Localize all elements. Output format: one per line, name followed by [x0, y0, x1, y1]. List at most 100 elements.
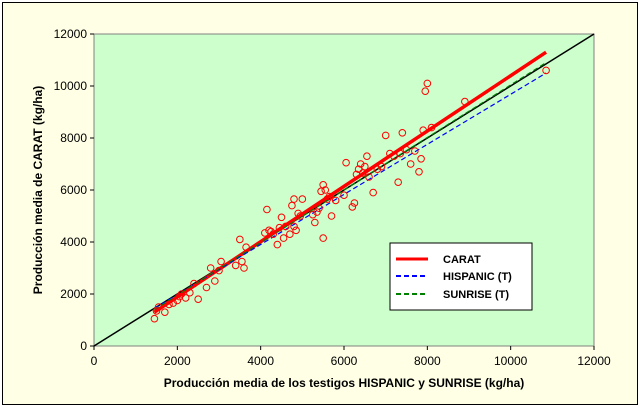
data-point [402, 145, 411, 154]
y-axis-title: Producción media de CARAT (kg/ha) [31, 86, 45, 294]
data-point [286, 230, 294, 238]
data-point [186, 288, 194, 297]
data-point [294, 209, 302, 218]
data-point [365, 173, 373, 181]
data-point [173, 296, 182, 305]
data-point [417, 155, 425, 163]
data-point [363, 152, 371, 160]
data-point [165, 300, 173, 309]
data-point [194, 295, 202, 304]
data-point [308, 210, 317, 219]
y-tick-label: 4000 [60, 235, 87, 249]
data-point [236, 235, 244, 244]
data-point [269, 230, 277, 238]
legend: CARAT HISPANIC (T) SUNRISE (T) [389, 242, 533, 311]
data-point [319, 181, 327, 189]
data-point [358, 169, 367, 177]
data-point [290, 195, 298, 203]
data-point [298, 195, 307, 203]
data-point [396, 149, 405, 158]
x-tick-label: 0 [91, 354, 98, 368]
data-point [217, 257, 225, 266]
data-point [381, 131, 390, 140]
data-point [317, 187, 325, 196]
data-point [190, 279, 198, 288]
y-tick-label: 8000 [60, 131, 87, 145]
data-point [206, 264, 215, 272]
legend-label-sunrise: SUNRISE (T) [443, 289, 509, 301]
data-point [325, 192, 334, 201]
data-point [238, 257, 246, 266]
data-point [267, 227, 275, 236]
data-point [394, 178, 402, 186]
x-tick-label: 6000 [331, 354, 358, 368]
data-point [150, 314, 159, 323]
data-point [161, 308, 169, 317]
data-point [331, 196, 340, 205]
data-point [369, 188, 377, 197]
data-point [427, 123, 436, 132]
y-tick-label: 12000 [54, 27, 88, 41]
data-point [169, 299, 177, 307]
data-point [342, 158, 350, 167]
x-tick-label: 2000 [164, 354, 191, 368]
data-point [279, 234, 288, 242]
data-point [390, 152, 398, 160]
data-point [319, 234, 327, 242]
legend-label-carat: CARAT [443, 254, 481, 266]
data-point [154, 303, 163, 311]
data-point [356, 160, 365, 168]
data-point [327, 212, 336, 220]
data-point [361, 162, 369, 171]
data-point [419, 126, 427, 134]
y-tick-label: 0 [80, 339, 87, 353]
data-point [415, 168, 423, 176]
data-point [350, 199, 359, 207]
data-point [340, 191, 348, 199]
x-tick-label: 4000 [247, 354, 274, 368]
data-point [423, 79, 432, 88]
data-point [211, 277, 219, 285]
data-point [263, 205, 271, 214]
data-point [321, 186, 330, 194]
data-point [296, 212, 305, 220]
data-point [542, 66, 550, 75]
data-point [277, 213, 286, 222]
data-point [202, 283, 211, 292]
data-point [354, 165, 363, 173]
x-tick-label: 12000 [577, 354, 611, 368]
data-point [292, 226, 300, 235]
data-point [398, 129, 407, 137]
data-point [461, 97, 469, 106]
x-tick-label: 10000 [494, 354, 528, 368]
data-point [240, 264, 248, 272]
data-point [411, 147, 419, 155]
data-point [215, 266, 223, 275]
data-point [290, 222, 298, 231]
data-point [373, 165, 382, 173]
data-point [377, 162, 386, 171]
data-point [181, 294, 190, 302]
x-axis-title: Producción media de los testigos HISPANI… [164, 376, 525, 390]
data-point [348, 203, 357, 211]
y-tick-label: 2000 [60, 287, 87, 301]
data-point [315, 204, 323, 212]
data-point [386, 149, 394, 158]
data-point [313, 208, 321, 216]
data-point [281, 222, 290, 231]
data-point [231, 261, 240, 270]
sunrise-trend-line [154, 62, 547, 311]
data-point [177, 290, 186, 298]
y-tick-label: 10000 [54, 79, 88, 93]
legend-label-hispanic: HISPANIC (T) [443, 271, 512, 283]
data-point [242, 243, 250, 251]
y-tick-label: 6000 [60, 183, 87, 197]
data-point [421, 87, 430, 95]
x-tick-label: 8000 [414, 354, 441, 368]
data-point [288, 201, 296, 210]
data-point [323, 195, 332, 203]
data-point [273, 240, 282, 249]
data-point [406, 160, 415, 168]
data-point [265, 226, 273, 235]
